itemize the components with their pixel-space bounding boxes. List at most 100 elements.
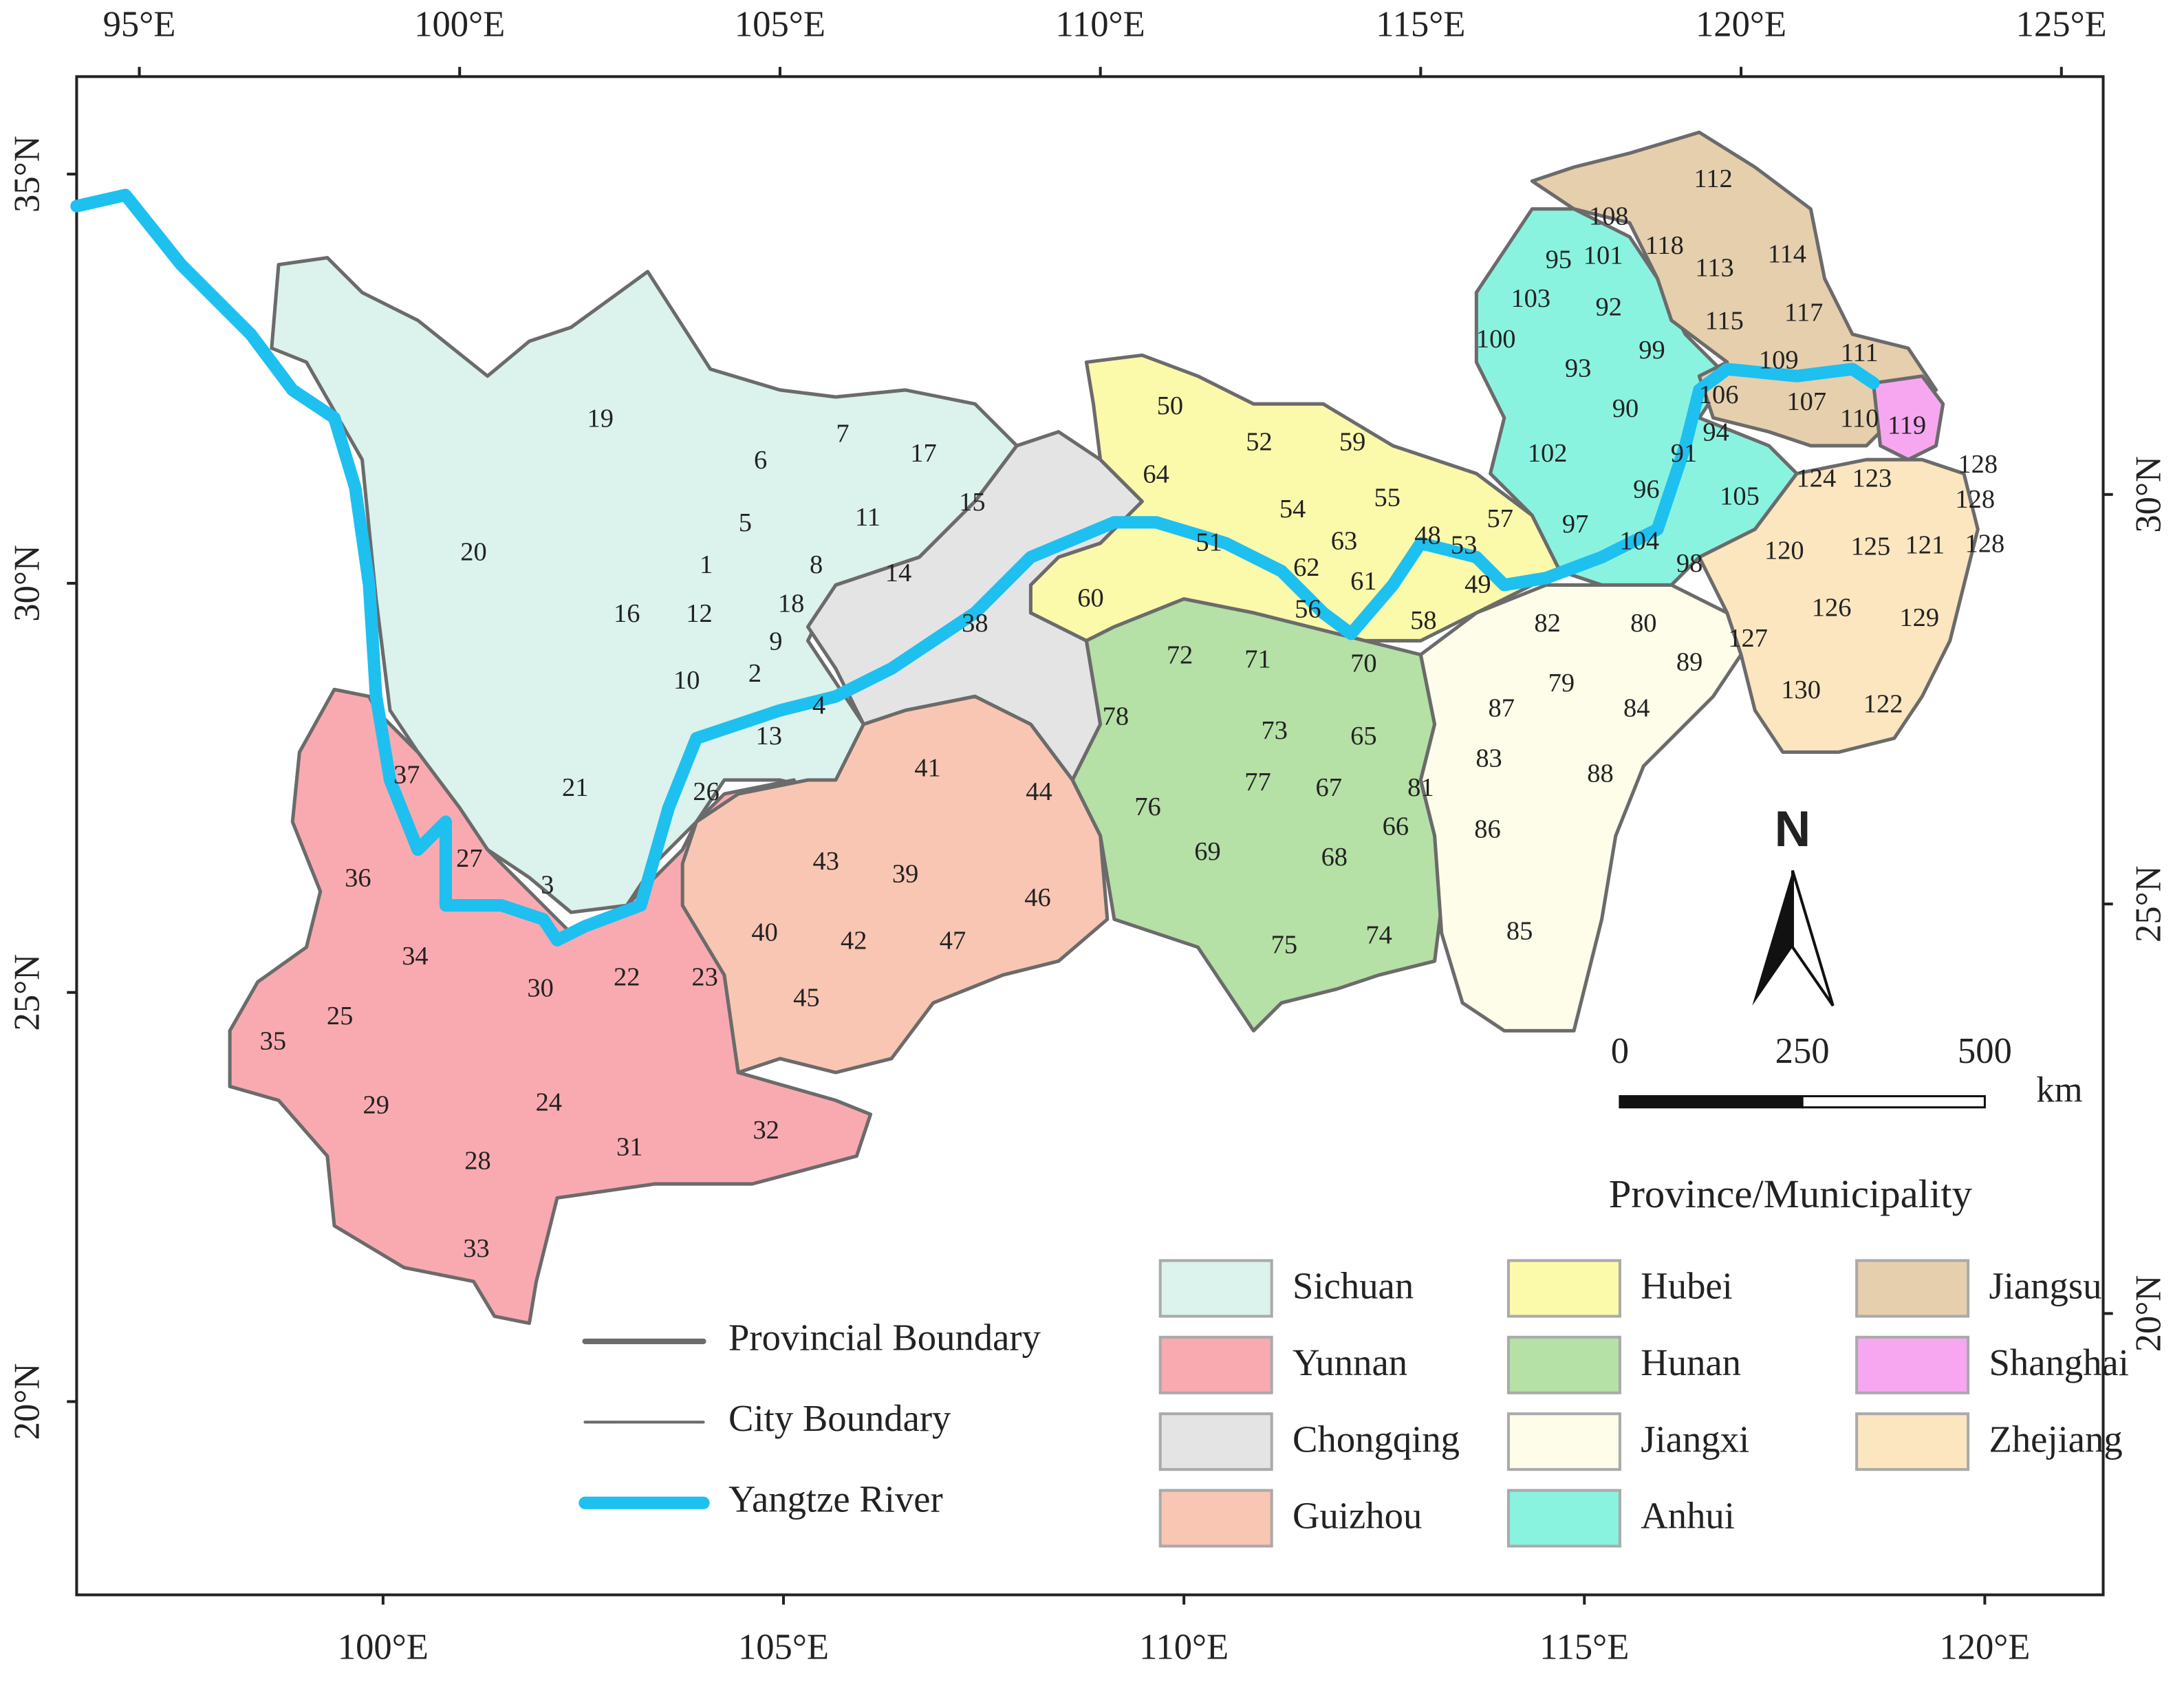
city-label: 92 bbox=[1595, 292, 1621, 321]
city-label: 80 bbox=[1630, 609, 1656, 638]
axis-label: 115°E bbox=[1376, 5, 1465, 45]
legend-label: Hubei bbox=[1641, 1265, 1733, 1307]
city-label: 31 bbox=[616, 1132, 642, 1161]
city-label: 88 bbox=[1587, 759, 1613, 788]
axis-label: 105°E bbox=[735, 5, 825, 45]
city-label: 114 bbox=[1768, 239, 1806, 268]
legend-swatch bbox=[1158, 1259, 1273, 1318]
city-label: 53 bbox=[1451, 531, 1477, 560]
city-label: 103 bbox=[1511, 284, 1550, 313]
city-label: 33 bbox=[463, 1234, 489, 1263]
city-label: 68 bbox=[1321, 843, 1348, 872]
city-label: 76 bbox=[1134, 792, 1160, 821]
city-label: 54 bbox=[1279, 495, 1306, 523]
city-label: 94 bbox=[1702, 418, 1729, 447]
axis-label: 110°E bbox=[1139, 1627, 1229, 1667]
city-label: 2 bbox=[748, 659, 761, 688]
city-label: 19 bbox=[587, 404, 614, 433]
city-label: 111 bbox=[1841, 338, 1879, 367]
axis-label: 100°E bbox=[414, 5, 505, 45]
legend-swatch bbox=[1158, 1412, 1273, 1471]
legend-label: Yunnan bbox=[1293, 1341, 1407, 1383]
city-label: 100 bbox=[1476, 325, 1516, 354]
city-label: 109 bbox=[1759, 345, 1799, 374]
city-label: 84 bbox=[1623, 693, 1650, 722]
scale-segment bbox=[1801, 1095, 1986, 1109]
city-label: 9 bbox=[769, 627, 782, 656]
legend-label: Yangtze River bbox=[728, 1478, 943, 1520]
city-label: 64 bbox=[1143, 460, 1169, 488]
city-label: 56 bbox=[1295, 595, 1321, 624]
city-label: 73 bbox=[1262, 716, 1288, 745]
city-label: 22 bbox=[614, 962, 640, 991]
city-label: 81 bbox=[1407, 773, 1434, 802]
city-label: 129 bbox=[1899, 603, 1939, 632]
city-label: 130 bbox=[1781, 676, 1821, 704]
legend-swatch bbox=[1855, 1335, 1970, 1394]
city-label: 128 bbox=[1958, 450, 1998, 479]
axis-label: 105°E bbox=[738, 1627, 829, 1667]
city-label: 49 bbox=[1464, 570, 1491, 598]
city-label: 126 bbox=[1812, 594, 1852, 623]
city-label: 37 bbox=[393, 761, 420, 790]
city-label: 60 bbox=[1077, 584, 1103, 613]
scale-label: 250 bbox=[1775, 1031, 1830, 1071]
city-label: 57 bbox=[1487, 504, 1513, 533]
city-label: 90 bbox=[1612, 394, 1639, 423]
city-label: 16 bbox=[614, 599, 640, 628]
legend-label: Hunan bbox=[1641, 1341, 1741, 1383]
province-area bbox=[1697, 457, 1980, 754]
city-label: 14 bbox=[885, 559, 911, 587]
city-label: 7 bbox=[836, 420, 849, 449]
legend-label: Shanghai bbox=[1989, 1341, 2128, 1383]
province-area bbox=[1070, 597, 1444, 1033]
city-label: 3 bbox=[541, 871, 554, 900]
city-label: 39 bbox=[892, 859, 918, 888]
city-label: 67 bbox=[1315, 773, 1341, 802]
city-label: 105 bbox=[1720, 482, 1760, 511]
city-label: 83 bbox=[1475, 744, 1502, 773]
city-label: 52 bbox=[1246, 428, 1272, 457]
scale-segment bbox=[1619, 1095, 1804, 1109]
city-label: 125 bbox=[1851, 532, 1891, 561]
city-label: 124 bbox=[1797, 464, 1837, 493]
axis-label: 115°E bbox=[1539, 1627, 1629, 1667]
city-label: 107 bbox=[1786, 387, 1826, 416]
city-label: 104 bbox=[1619, 527, 1659, 556]
city-label: 40 bbox=[751, 918, 777, 947]
city-label: 34 bbox=[402, 942, 428, 971]
city-label: 86 bbox=[1474, 815, 1500, 844]
city-label: 21 bbox=[562, 773, 588, 802]
city-label: 72 bbox=[1167, 641, 1193, 670]
city-label: 51 bbox=[1196, 528, 1222, 557]
legend-swatch bbox=[1158, 1335, 1273, 1394]
city-label: 117 bbox=[1784, 298, 1823, 327]
city-label: 20 bbox=[460, 538, 486, 567]
city-label: 47 bbox=[940, 927, 966, 956]
city-label: 28 bbox=[464, 1147, 490, 1176]
legend-label: Chongqing bbox=[1293, 1418, 1460, 1460]
city-label: 36 bbox=[345, 864, 371, 893]
city-label: 127 bbox=[1728, 624, 1768, 653]
city-label: 71 bbox=[1244, 645, 1271, 674]
city-label: 27 bbox=[456, 844, 482, 873]
city-label: 1 bbox=[700, 550, 713, 579]
city-label: 118 bbox=[1645, 231, 1684, 260]
city-label: 95 bbox=[1546, 245, 1572, 274]
city-label: 78 bbox=[1103, 702, 1129, 731]
axis-label: 30°N bbox=[2128, 456, 2168, 533]
city-label: 102 bbox=[1528, 439, 1568, 468]
city-label: 91 bbox=[1671, 439, 1697, 468]
axis-label: 120°E bbox=[1939, 1627, 2030, 1667]
city-label: 29 bbox=[363, 1091, 389, 1120]
city-label: 5 bbox=[739, 508, 752, 537]
city-label: 25 bbox=[327, 1002, 353, 1030]
province-area bbox=[680, 694, 1110, 1075]
city-label: 112 bbox=[1694, 164, 1732, 193]
city-label: 66 bbox=[1383, 812, 1409, 841]
city-label: 15 bbox=[959, 488, 985, 517]
city-label: 79 bbox=[1548, 669, 1575, 698]
city-label: 45 bbox=[793, 984, 819, 1013]
axis-label: 20°N bbox=[8, 1363, 47, 1440]
city-label: 61 bbox=[1350, 567, 1376, 596]
